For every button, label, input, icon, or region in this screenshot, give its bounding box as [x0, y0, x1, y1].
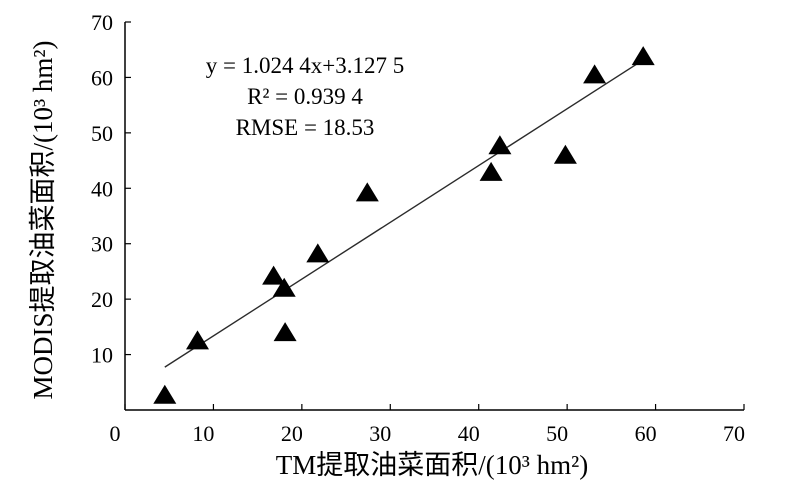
rmse-annotation: RMSE = 18.53	[236, 115, 375, 140]
data-point-triangle	[479, 161, 503, 181]
y-tick-label: 70	[91, 10, 113, 35]
data-point-triangle	[273, 322, 297, 342]
x-tick-label: 30	[369, 421, 391, 446]
x-tick-label: 0	[110, 421, 121, 446]
equation-annotation: y = 1.024 4x+3.127 5	[206, 53, 404, 78]
x-tick-label: 40	[458, 421, 480, 446]
y-tick-label: 40	[91, 176, 113, 201]
data-points	[153, 46, 655, 404]
data-point-triangle	[631, 46, 655, 66]
x-axis-title: TM提取油菜面积/(10³ hm²)	[276, 450, 588, 480]
data-point-triangle	[488, 135, 512, 155]
data-point-triangle	[355, 182, 379, 202]
fit-line-group	[164, 59, 644, 368]
x-tick-label: 50	[546, 421, 568, 446]
r-squared-annotation: R² = 0.939 4	[247, 84, 363, 109]
x-tick-label: 70	[723, 421, 745, 446]
y-tick-label: 60	[91, 65, 113, 90]
y-tick-label: 10	[91, 343, 113, 368]
data-point-triangle	[306, 243, 330, 263]
y-axis-title: MODIS提取油菜面积/(10³ hm²)	[28, 41, 58, 400]
data-point-triangle	[553, 144, 577, 164]
x-tick-label: 10	[192, 421, 214, 446]
data-point-triangle	[153, 384, 177, 404]
regression-line	[164, 59, 644, 368]
data-point-triangle	[272, 277, 296, 297]
data-point-triangle	[583, 64, 607, 84]
data-point-triangle	[186, 330, 209, 350]
data-point-triangle	[262, 265, 286, 285]
x-tick-label: 60	[635, 421, 657, 446]
y-tick-label: 50	[91, 121, 113, 146]
y-tick-label: 30	[91, 232, 113, 257]
axes: 0 10 20 30 40 50 60 70 10 20 30 40 50 60 70	[91, 10, 745, 446]
y-tick-label: 20	[91, 287, 113, 312]
x-tick-label: 20	[281, 421, 303, 446]
